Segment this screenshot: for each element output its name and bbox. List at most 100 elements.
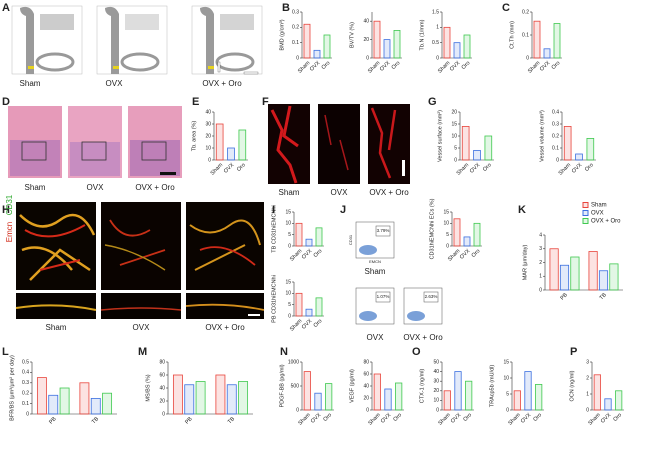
bar — [549, 248, 559, 291]
flow-ylabel: CD31 — [348, 234, 353, 245]
image-label: OVX + Oro — [135, 183, 175, 192]
x-tick-label: OVX — [450, 412, 463, 425]
x-tick-label: Oro — [236, 162, 247, 173]
y-tick-label: 500 — [291, 383, 300, 389]
bar — [465, 380, 473, 411]
image-label: OVX — [133, 323, 151, 332]
y-tick-label: 2 — [539, 260, 542, 266]
y-axis-label: Tb.N (1/mm) — [419, 19, 425, 50]
bar — [79, 382, 90, 415]
y-tick-label: 0 — [436, 55, 439, 61]
y-tick-label: 10 — [205, 145, 211, 151]
y-axis-label: CD31hiEMCNhi ECs (%) — [429, 198, 435, 259]
panel-letter: H — [2, 204, 10, 216]
image-label: Sham — [279, 188, 300, 197]
image-label: Sham — [20, 79, 41, 88]
y-axis-label: Tb. area (%) — [191, 121, 197, 152]
y-tick-label: 0.3 — [552, 121, 559, 127]
x-tick-label: OVX — [520, 412, 533, 425]
gate-percent: 3.79% — [377, 228, 390, 233]
y-axis-label: BFR/BS (μm³/μm² per day) — [9, 355, 15, 421]
x-tick-label: OVX — [571, 162, 584, 175]
y-tick-label: 0 — [288, 313, 291, 319]
x-tick-label: OVX — [310, 412, 323, 425]
bar — [463, 34, 471, 59]
y-axis-label: CTX-1 (ng/ml) — [419, 369, 425, 404]
x-tick-label: Oro — [322, 412, 333, 423]
bar — [383, 39, 391, 59]
y-axis-label: TRAcp5b (mU/dl) — [489, 365, 495, 408]
bar — [227, 147, 235, 161]
bar — [303, 23, 311, 59]
bar — [443, 26, 451, 59]
bar — [598, 270, 609, 291]
y-tick-label: 15 — [443, 209, 449, 215]
bar — [473, 149, 481, 161]
stain-label: Emcn — [5, 222, 14, 242]
panel-letter: G — [428, 96, 437, 108]
y-tick-label: 3 — [586, 359, 589, 365]
y-tick-label: 0.3 — [292, 9, 299, 15]
fluorescence-images — [15, 202, 265, 319]
y-tick-label: 0 — [366, 55, 369, 61]
x-tick-label: Oro — [321, 60, 332, 71]
y-tick-label: 0.2 — [22, 391, 29, 397]
y-tick-label: 20 — [159, 398, 165, 404]
image-label: OVX + Oro — [202, 79, 242, 88]
y-tick-label: 40 — [159, 385, 165, 391]
y-axis-label: OCN (ng/ml) — [569, 370, 575, 401]
bar — [295, 292, 303, 317]
y-tick-label: 0 — [506, 407, 509, 413]
y-tick-label: 0 — [208, 157, 211, 163]
bar — [373, 20, 381, 59]
y-tick-label: 10 — [443, 221, 449, 227]
y-tick-label: 50 — [433, 359, 439, 365]
x-tick-label: Oro — [462, 412, 473, 423]
bar — [513, 390, 521, 411]
y-axis-label: MAR (μm/day) — [522, 245, 528, 281]
y-tick-label: 5 — [288, 302, 291, 308]
x-tick-label: OVX — [380, 412, 393, 425]
x-tick-label: Sham — [210, 162, 225, 177]
bar — [454, 371, 462, 411]
bar — [102, 392, 113, 415]
y-tick-label: 1000 — [288, 359, 299, 365]
y-tick-label: 0.2 — [292, 25, 299, 31]
panel-letter: E — [192, 96, 199, 108]
y-axis-label: Ct.Th (mm) — [509, 21, 515, 49]
gate-percent: 2.63% — [425, 294, 438, 299]
y-tick-label: 80 — [159, 359, 165, 365]
y-tick-label: 2 — [586, 375, 589, 381]
bar — [238, 129, 247, 161]
bar — [305, 308, 313, 317]
bar — [303, 371, 311, 411]
y-tick-label: 0.1 — [552, 145, 559, 151]
x-tick-label: Oro — [391, 60, 402, 71]
y-tick-label: 20 — [433, 388, 439, 394]
y-tick-label: 0 — [539, 287, 542, 293]
y-tick-label: 20 — [363, 395, 369, 401]
y-tick-label: 0.1 — [22, 401, 29, 407]
bar — [553, 23, 561, 59]
bar — [588, 251, 598, 291]
bar — [59, 387, 70, 415]
bar — [443, 390, 451, 411]
bar — [184, 384, 195, 415]
image-label: OVX — [331, 188, 349, 197]
bar — [172, 374, 183, 415]
bar — [395, 382, 403, 411]
y-tick-label: 0 — [556, 157, 559, 163]
y-tick-label: 0.4 — [552, 109, 559, 115]
x-tick-label: Oro — [612, 412, 623, 423]
bar — [524, 371, 532, 411]
y-tick-label: 0 — [366, 407, 369, 413]
x-tick-label: OVX — [469, 162, 482, 175]
y-tick-label: 0 — [436, 407, 439, 413]
y-tick-label: 20 — [451, 109, 457, 115]
gate-percent: 1.07% — [377, 294, 390, 299]
panel-letter: O — [412, 346, 421, 358]
y-tick-label: 40 — [363, 383, 369, 389]
bar — [473, 222, 481, 247]
x-tick-label: Oro — [313, 318, 324, 329]
